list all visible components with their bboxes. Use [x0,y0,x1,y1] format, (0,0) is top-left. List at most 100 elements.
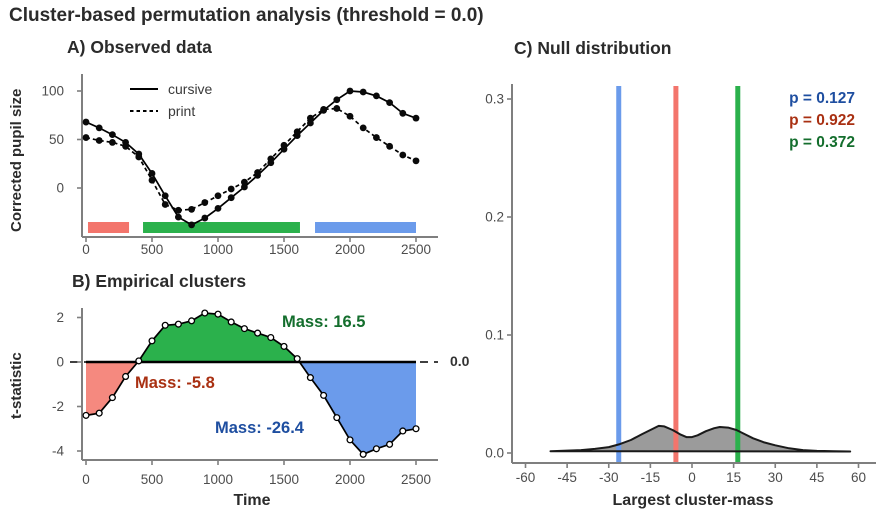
t-statistic-point [293,355,301,363]
x-tick-label: 2500 [401,472,431,487]
cluster-fill-1 [137,313,300,363]
y-tick-label: 0.1 [485,328,504,343]
series-cursive-point [373,92,380,100]
panel-b-title: B) Empirical clusters [72,271,247,291]
density-area [550,425,851,452]
panel-b-xlabel: Time [233,492,271,509]
t-statistic-point [122,372,130,381]
p-value-red: p = 0.922 [789,112,855,129]
t-statistic-point [188,317,196,325]
t-statistic-point [95,409,103,417]
t-statistic-point [399,427,407,435]
series-cursive-point [161,192,169,200]
x-tick-label: 1000 [203,242,233,257]
cluster-bar-1 [143,222,300,233]
t-statistic-point [108,394,116,402]
series-cursive-line [85,90,417,226]
cluster-bar-0 [87,222,130,233]
t-statistic-point [267,333,275,342]
y-tick-label: 0.0 [485,446,504,461]
series-cursive-point [241,183,248,191]
series-print-point [122,142,129,150]
t-statistic-point [148,337,156,345]
series-cursive-point [188,221,196,229]
x-tick-label: 2500 [401,242,431,257]
y-tick-label: 0.3 [485,92,504,107]
series-print-point [227,185,235,193]
cluster-fill-2 [299,362,416,455]
panel-a-title: A) Observed data [67,37,212,57]
t-statistic-point [386,440,394,448]
mass-label-red: Mass: -5.8 [135,374,215,392]
t-statistic-point [372,445,380,453]
cluster-bar-2 [315,222,416,233]
t-statistic-point [82,411,90,419]
panel-b-ylabel: t-statistic [8,352,25,419]
series-cursive-point [95,124,103,132]
series-print-point [254,169,261,176]
panel-a-chart: 0 500 1000 1500 2000 2500 0 50 100 cursive print [41,74,438,257]
t-statistic-point [359,450,367,458]
x-tick-label: 1000 [203,472,233,487]
t-statistic-point [135,357,143,365]
series-print-point [201,199,209,206]
p-value-blue: p = 0.127 [789,90,855,107]
x-tick-label: -60 [516,470,536,485]
density-outline [549,424,852,453]
mass-label-green: Mass: 16.5 [282,313,366,331]
x-tick-label: -30 [599,470,619,485]
series-print-point [359,124,367,132]
x-tick-label: 0 [82,242,90,257]
x-tick-label: 30 [768,470,783,485]
t-statistic-point [346,436,354,444]
series-cursive-point [386,99,393,107]
t-statistic-point [227,318,235,326]
p-value-list: p = 0.127 p = 0.922 p = 0.372 [733,88,855,154]
series-print-point [307,114,314,122]
legend-label-cursive: cursive [168,81,213,97]
series-print-point [293,128,301,136]
series-cursive-point [148,170,156,177]
series-print-point [280,141,288,149]
y-tick-label: 50 [49,132,64,147]
series-print-point [175,206,182,214]
panel-c-title: C) Null distribution [514,38,672,58]
x-tick-label: -15 [641,470,661,485]
y-tick-label: 2 [56,310,64,325]
series-print-point [241,178,248,186]
legend-label-print: print [168,103,195,119]
series-print-point [386,142,393,150]
panel-b-chart: 0 500 1000 1500 2000 2500 -4 -2 0 2 [52,308,438,487]
y-tick-label: 100 [41,84,64,99]
series-cursive-point [109,131,116,139]
series-cursive-point [201,214,209,222]
series-cursive-point [346,87,354,95]
y-tick-label: -4 [52,444,64,459]
series-print-point [214,192,222,200]
series-cursive-point [399,109,407,117]
x-tick-label: 0 [82,472,90,487]
series-print-point [346,112,354,120]
x-tick-label: 500 [141,472,164,487]
series-cursive-point [412,114,420,122]
y-tick-label: -2 [52,399,64,414]
series-print-point [320,106,327,113]
t-statistic-point [201,309,209,317]
p-value-green: p = 0.372 [789,134,855,151]
series-print-point [333,105,341,112]
series-print-point [267,155,275,163]
series-print-point [109,139,116,146]
series-cursive-point [359,88,367,96]
mass-label-blue: Mass: -26.4 [215,419,304,437]
t-statistic-point [306,374,314,382]
series-print-point [135,153,143,161]
t-statistic-point [214,310,222,318]
x-tick-label: 2000 [335,242,365,257]
x-tick-label: 1500 [269,472,299,487]
panel-c-chart: -60 -45 -30 -15 0 15 30 45 60 0.0 0.1 0.2 0.3 [485,84,876,485]
t-statistic-point [174,320,182,328]
y-tick-label: 0 [56,355,64,370]
x-tick-label: 2000 [335,472,365,487]
y-tick-label: 0 [56,181,64,196]
